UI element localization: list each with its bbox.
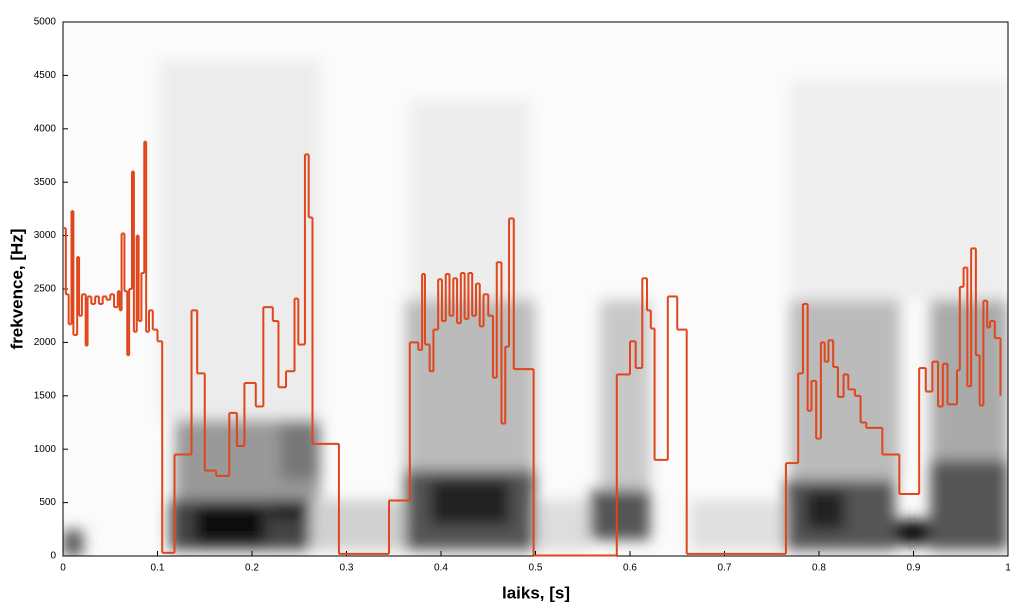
y-tick-label: 500 <box>39 497 56 508</box>
y-tick-label: 2500 <box>34 284 57 295</box>
x-tick-label: 0.7 <box>718 563 732 574</box>
y-tick-label: 3000 <box>34 230 57 241</box>
x-tick-label: 0.6 <box>623 563 637 574</box>
x-tick-label: 0 <box>60 563 66 574</box>
spectrogram <box>63 60 1008 556</box>
y-tick-label: 0 <box>50 551 56 562</box>
y-tick-label: 3500 <box>34 177 57 188</box>
x-axis-label: laiks, [s] <box>502 583 570 602</box>
x-tick-label: 1 <box>1005 563 1011 574</box>
x-tick-label: 0.8 <box>812 563 826 574</box>
x-tick-label: 0.9 <box>907 563 921 574</box>
x-tick-label: 0.3 <box>340 563 354 574</box>
y-tick-label: 2000 <box>34 337 57 348</box>
y-tick-label: 4000 <box>34 123 57 134</box>
x-tick-label: 0.4 <box>434 563 448 574</box>
x-tick-label: 0.2 <box>245 563 259 574</box>
y-axis-label: frekvence, [Hz] <box>7 229 26 350</box>
y-tick-label: 1500 <box>34 390 57 401</box>
x-tick-label: 0.5 <box>529 563 543 574</box>
y-tick-label: 5000 <box>34 17 57 28</box>
y-tick-label: 1000 <box>34 444 57 455</box>
x-tick-label: 0.1 <box>151 563 165 574</box>
y-tick-label: 4500 <box>34 70 57 81</box>
